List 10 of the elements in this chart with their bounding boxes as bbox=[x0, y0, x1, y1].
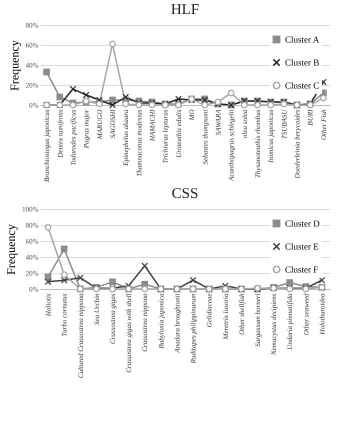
y-axis-title: Frequency bbox=[4, 224, 18, 275]
y-axis-title: Frequency bbox=[8, 40, 22, 91]
legend-label: Cluster A bbox=[285, 34, 320, 44]
legend-label: Cluster B bbox=[285, 58, 320, 68]
legend-label: Cluster F bbox=[285, 264, 318, 274]
legend-label: Cluster C bbox=[285, 80, 320, 90]
legend-label: Cluster E bbox=[285, 242, 320, 252]
chart-title: HLF bbox=[170, 2, 200, 18]
chart-title: CSS bbox=[172, 186, 198, 202]
legend-label: Cluster D bbox=[285, 218, 320, 228]
